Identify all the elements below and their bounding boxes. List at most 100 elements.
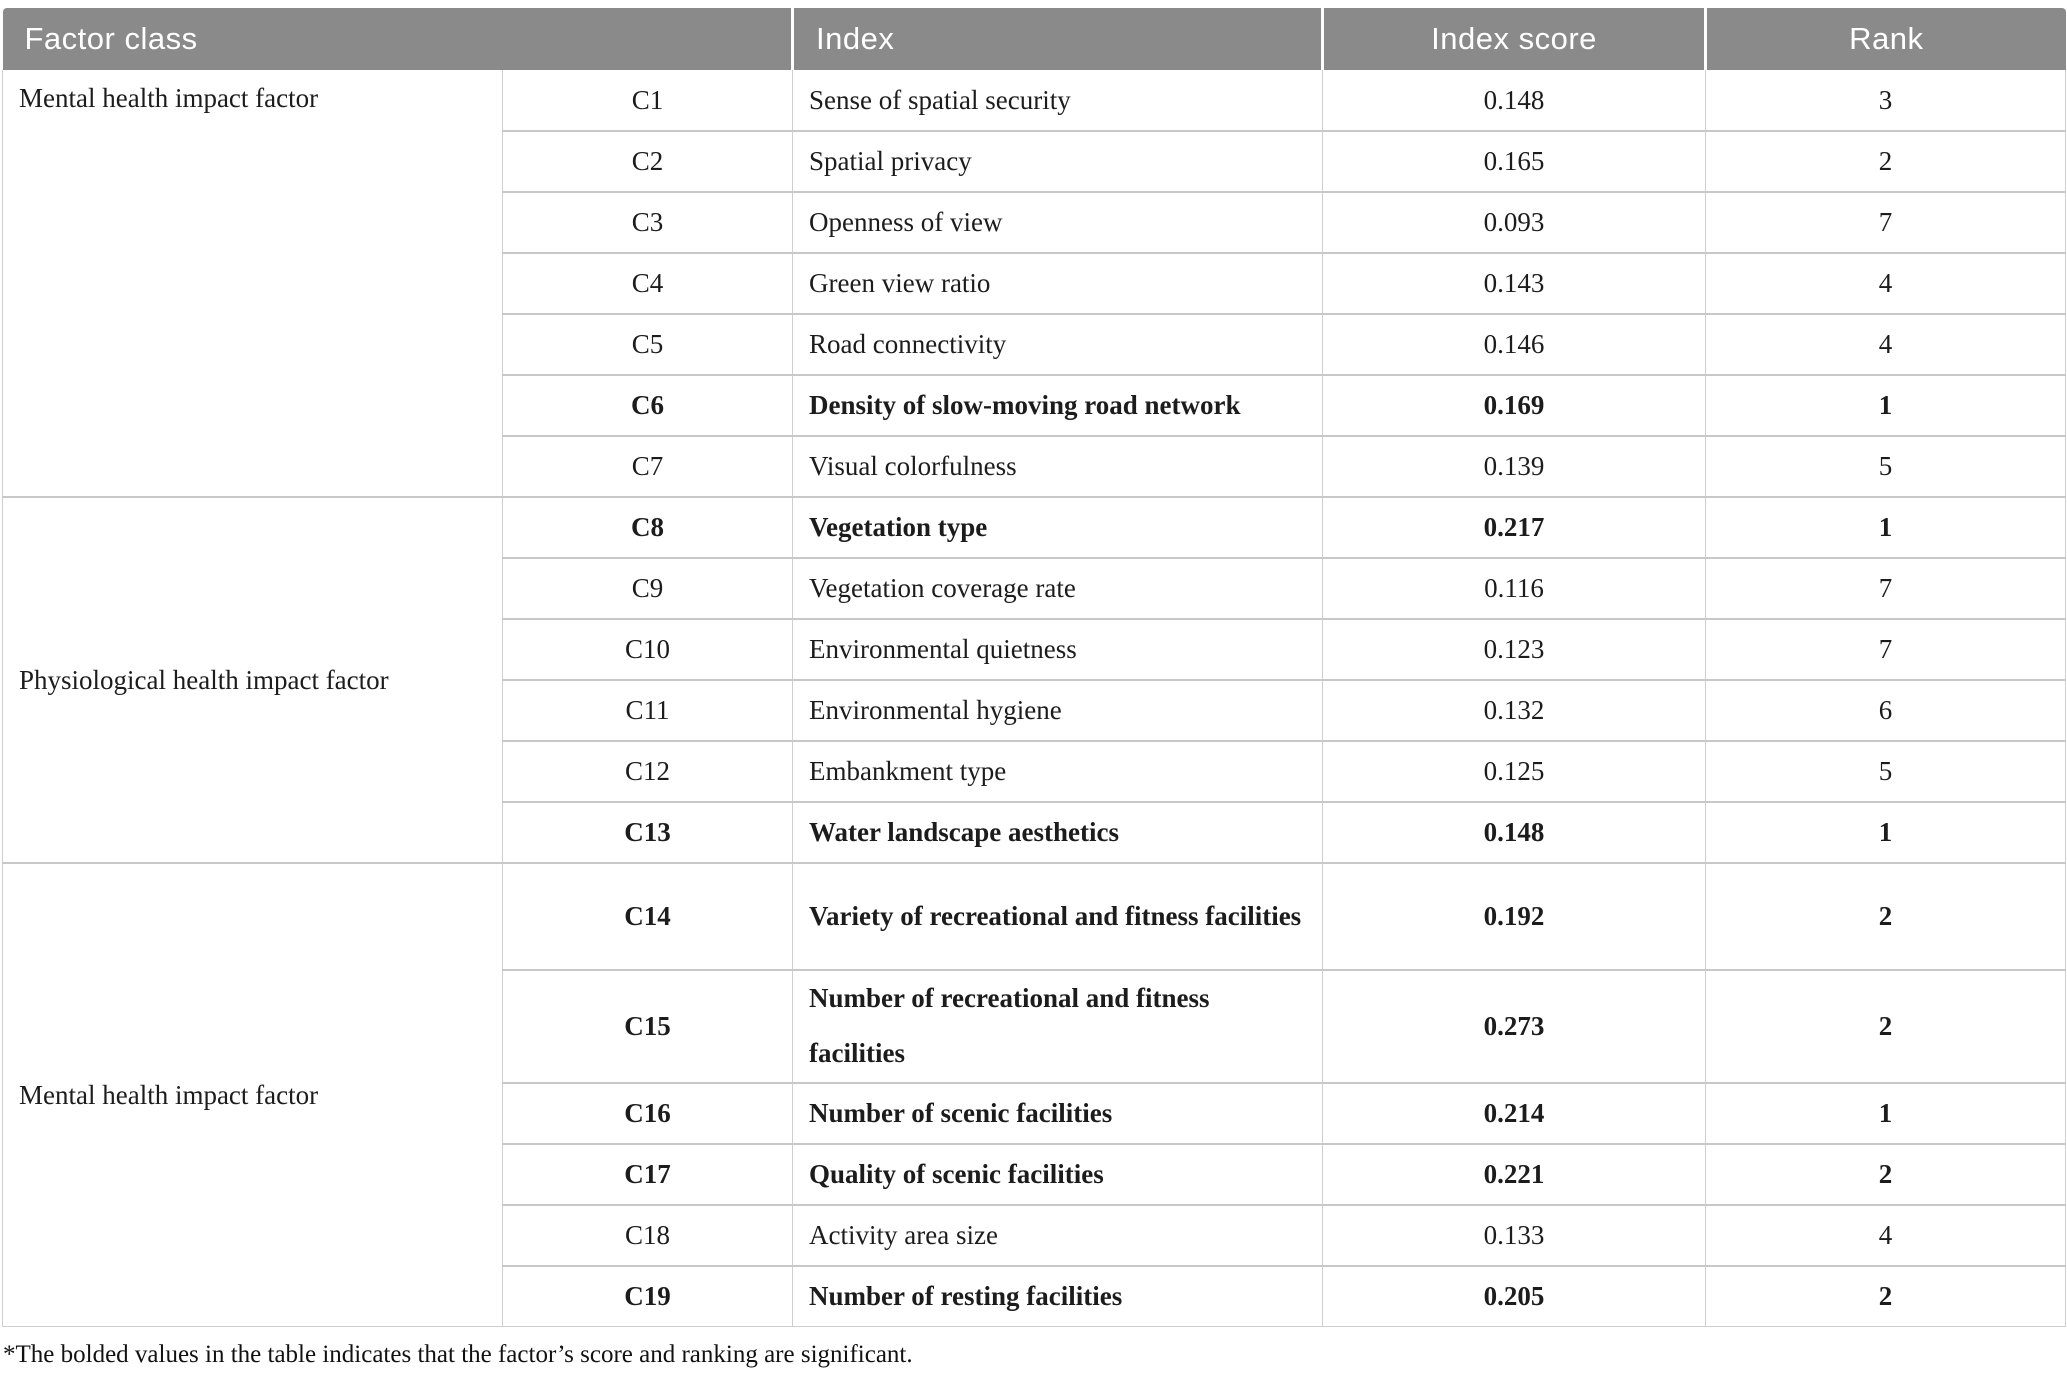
index-name-cell: Visual colorfulness xyxy=(792,435,1324,498)
index-score-cell: 0.214 xyxy=(1322,1081,1707,1145)
rank-cell: 4 xyxy=(1705,313,2067,376)
index-code-cell: C8 xyxy=(501,496,794,559)
index-score-cell: 0.146 xyxy=(1322,313,1707,376)
index-score-cell: 0.125 xyxy=(1322,740,1707,803)
index-score-cell: 0.217 xyxy=(1322,496,1707,559)
index-name-cell: Number of recreational and fitness facil… xyxy=(792,969,1324,1084)
index-score-cell: 0.165 xyxy=(1322,130,1707,193)
index-code-cell: C10 xyxy=(501,618,794,681)
index-name-cell: Openness of view xyxy=(792,191,1324,254)
table-row: C6 Density of slow-moving road network 0… xyxy=(3,374,2067,437)
header-rank: Rank xyxy=(1704,8,2066,70)
index-code-cell: C7 xyxy=(501,435,794,498)
index-score-cell: 0.123 xyxy=(1322,618,1707,681)
table-row: C3 Openness of view 0.093 7 xyxy=(3,191,2067,254)
rank-cell: 2 xyxy=(1705,969,2067,1084)
rank-cell: 1 xyxy=(1705,496,2067,559)
index-name-cell: Number of resting facilities xyxy=(792,1264,1324,1328)
index-score-cell: 0.116 xyxy=(1322,557,1707,620)
index-score-cell: 0.148 xyxy=(1322,70,1707,132)
rank-cell: 6 xyxy=(1705,679,2067,742)
rank-cell: 2 xyxy=(1705,1142,2067,1206)
index-score-cell: 0.148 xyxy=(1322,801,1707,864)
index-name-cell: Embankment type xyxy=(792,740,1324,803)
table-row: C15 Number of recreational and fitness f… xyxy=(3,969,2067,1084)
header-factor-class: Factor class xyxy=(2,8,793,70)
table-row: Mental health impact factor C1 Sense of … xyxy=(2,70,2067,498)
table-row: C12 Embankment type 0.125 5 xyxy=(3,740,2067,803)
index-name-cell: Road connectivity xyxy=(792,313,1324,376)
rank-cell: 5 xyxy=(1705,435,2067,498)
index-code-cell: C19 xyxy=(501,1264,794,1328)
header-index: Index xyxy=(791,8,1323,70)
table-footnote: *The bolded values in the table indicate… xyxy=(3,1341,913,1369)
index-name-cell: Water landscape aesthetics xyxy=(792,801,1324,864)
index-name-cell: Quality of scenic facilities xyxy=(792,1142,1324,1206)
index-code-cell: C16 xyxy=(501,1081,794,1145)
index-name-cell: Activity area size xyxy=(792,1203,1324,1267)
index-code-cell: C3 xyxy=(501,191,794,254)
index-name-cell: Vegetation coverage rate xyxy=(792,557,1324,620)
index-code-cell: C2 xyxy=(501,130,794,193)
factor-class-cell: Mental health impact factor xyxy=(2,70,503,498)
table-row: C4 Green view ratio 0.143 4 xyxy=(3,252,2067,315)
factor-class-cell: Mental health impact factor xyxy=(2,862,503,1328)
factor-index-table: Factor class Index Index score Rank Ment… xyxy=(2,8,2067,1328)
index-code-cell: C5 xyxy=(501,313,794,376)
index-score-cell: 0.143 xyxy=(1322,252,1707,315)
table-row: Mental health impact factor C14 Variety … xyxy=(2,862,2067,1328)
index-name-cell: Spatial privacy xyxy=(792,130,1324,193)
index-code-cell: C14 xyxy=(501,862,794,971)
index-code-cell: C15 xyxy=(501,969,794,1084)
index-score-cell: 0.205 xyxy=(1322,1264,1707,1328)
index-name-cell: Sense of spatial security xyxy=(792,70,1324,132)
table-row: C11 Environmental hygiene 0.132 6 xyxy=(3,679,2067,742)
rank-cell: 3 xyxy=(1705,70,2067,132)
table-row: C2 Spatial privacy 0.165 2 xyxy=(3,130,2067,193)
index-score-cell: 0.093 xyxy=(1322,191,1707,254)
index-code-cell: C4 xyxy=(501,252,794,315)
table-row: C19 Number of resting facilities 0.205 2 xyxy=(3,1264,2067,1328)
index-code-cell: C13 xyxy=(501,801,794,864)
rank-cell: 7 xyxy=(1705,618,2067,681)
index-name-cell: Environmental hygiene xyxy=(792,679,1324,742)
table-row: C17 Quality of scenic facilities 0.221 2 xyxy=(3,1142,2067,1206)
index-name-cell: Green view ratio xyxy=(792,252,1324,315)
index-code-cell: C18 xyxy=(501,1203,794,1267)
rank-cell: 4 xyxy=(1705,252,2067,315)
index-score-cell: 0.273 xyxy=(1322,969,1707,1084)
index-code-cell: C17 xyxy=(501,1142,794,1206)
index-name-cell: Number of scenic facilities xyxy=(792,1081,1324,1145)
header-row: Factor class Index Index score Rank xyxy=(2,8,2066,70)
rank-cell: 5 xyxy=(1705,740,2067,803)
header-index-score: Index score xyxy=(1321,8,1706,70)
index-score-cell: 0.139 xyxy=(1322,435,1707,498)
table-row: C16 Number of scenic facilities 0.214 1 xyxy=(3,1081,2067,1145)
index-score-cell: 0.221 xyxy=(1322,1142,1707,1206)
index-name-cell: Density of slow-moving road network xyxy=(792,374,1324,437)
index-score-cell: 0.132 xyxy=(1322,679,1707,742)
index-score-cell: 0.192 xyxy=(1322,862,1707,971)
index-code-cell: C6 xyxy=(501,374,794,437)
index-name-cell: Variety of recreational and fitness faci… xyxy=(792,862,1324,971)
table-row: Physiological health impact factor C8 Ve… xyxy=(2,496,2067,864)
index-score-cell: 0.133 xyxy=(1322,1203,1707,1267)
table-row: C10 Environmental quietness 0.123 7 xyxy=(3,618,2067,681)
rank-cell: 1 xyxy=(1705,801,2067,864)
index-code-cell: C9 xyxy=(501,557,794,620)
rank-cell: 1 xyxy=(1705,374,2067,437)
index-code-cell: C11 xyxy=(501,679,794,742)
rank-cell: 7 xyxy=(1705,557,2067,620)
rank-cell: 2 xyxy=(1705,1264,2067,1328)
index-code-cell: C1 xyxy=(501,70,794,132)
table-row: C5 Road connectivity 0.146 4 xyxy=(3,313,2067,376)
index-name-cell: Vegetation type xyxy=(792,496,1324,559)
rank-cell: 2 xyxy=(1705,130,2067,193)
table-row: C18 Activity area size 0.133 4 xyxy=(3,1203,2067,1267)
table-row: C9 Vegetation coverage rate 0.116 7 xyxy=(3,557,2067,620)
factor-class-cell: Physiological health impact factor xyxy=(2,496,503,864)
rank-cell: 4 xyxy=(1705,1203,2067,1267)
rank-cell: 7 xyxy=(1705,191,2067,254)
index-code-cell: C12 xyxy=(501,740,794,803)
